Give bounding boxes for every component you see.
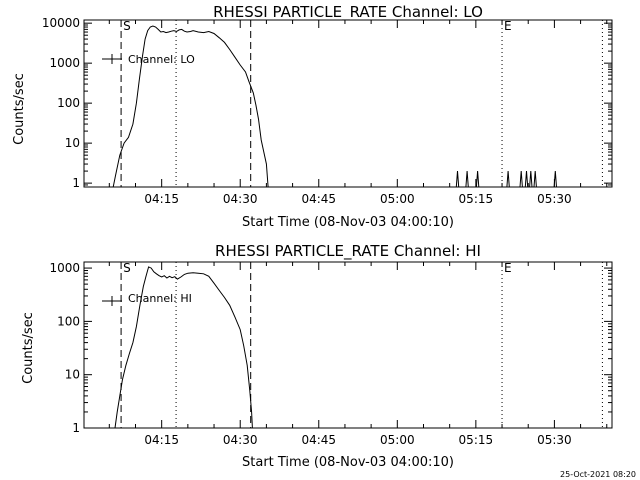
x-axis-label: Start Time (08-Nov-03 04:00:10) <box>242 215 454 230</box>
chart-title: RHESSI PARTICLE_RATE Channel: HI <box>215 242 481 261</box>
timestamp-footer: 25-Oct-2021 08:20 <box>560 470 636 479</box>
legend-label: Channel: HI <box>128 292 192 305</box>
plot-frame <box>83 261 613 429</box>
spike-mark <box>506 171 510 188</box>
marker-label: E <box>504 19 512 33</box>
marker-label: S <box>123 261 131 275</box>
x-tick-label: 05:00 <box>380 192 415 206</box>
plot-frame <box>83 19 613 188</box>
y-tick-label: 10000 <box>42 16 80 30</box>
spike-mark <box>455 171 460 188</box>
x-tick-label: 04:30 <box>223 433 258 447</box>
spike-mark <box>529 171 533 188</box>
y-tick-label: 1 <box>72 176 80 190</box>
x-tick-label: 04:15 <box>144 433 179 447</box>
spike-mark <box>533 171 537 188</box>
spike-mark <box>519 171 523 188</box>
y-axis-label: Counts/sec <box>12 73 27 145</box>
y-axis-label: Counts/sec <box>21 312 36 384</box>
x-tick-label: 05:00 <box>380 433 415 447</box>
y-tick-label: 1 <box>72 421 80 435</box>
chart-panel-hi: RHESSI PARTICLE_RATE Channel: HI Counts/… <box>21 242 613 470</box>
spike-mark <box>553 171 557 188</box>
series-line <box>114 266 253 429</box>
spike-mark <box>524 171 529 188</box>
x-tick-label: 05:30 <box>537 433 572 447</box>
x-tick-label: 05:30 <box>537 192 572 206</box>
spike-mark <box>465 171 469 188</box>
x-axis-label: Start Time (08-Nov-03 04:00:10) <box>242 455 454 470</box>
spike-mark <box>475 171 480 188</box>
x-tick-label: 04:45 <box>301 192 336 206</box>
y-tick-label: 10 <box>65 368 80 382</box>
chart-panel-lo: RHESSI PARTICLE_RATE Channel: LO Counts/… <box>12 3 613 230</box>
series-line <box>112 25 269 188</box>
marker-label: E <box>504 261 512 275</box>
x-tick-label: 05:15 <box>459 192 494 206</box>
chart-title: RHESSI PARTICLE_RATE Channel: LO <box>213 3 483 22</box>
y-tick-label: 100 <box>57 314 80 328</box>
x-tick-label: 04:30 <box>223 192 258 206</box>
marker-label: S <box>123 19 131 33</box>
y-tick-label: 1000 <box>49 56 80 70</box>
y-tick-label: 100 <box>57 96 80 110</box>
x-tick-label: 05:15 <box>459 433 494 447</box>
x-tick-label: 04:15 <box>144 192 179 206</box>
x-tick-label: 04:45 <box>301 433 336 447</box>
y-tick-label: 1000 <box>49 261 80 275</box>
y-tick-label: 10 <box>65 136 80 150</box>
legend-label: Channel: LO <box>128 53 195 66</box>
